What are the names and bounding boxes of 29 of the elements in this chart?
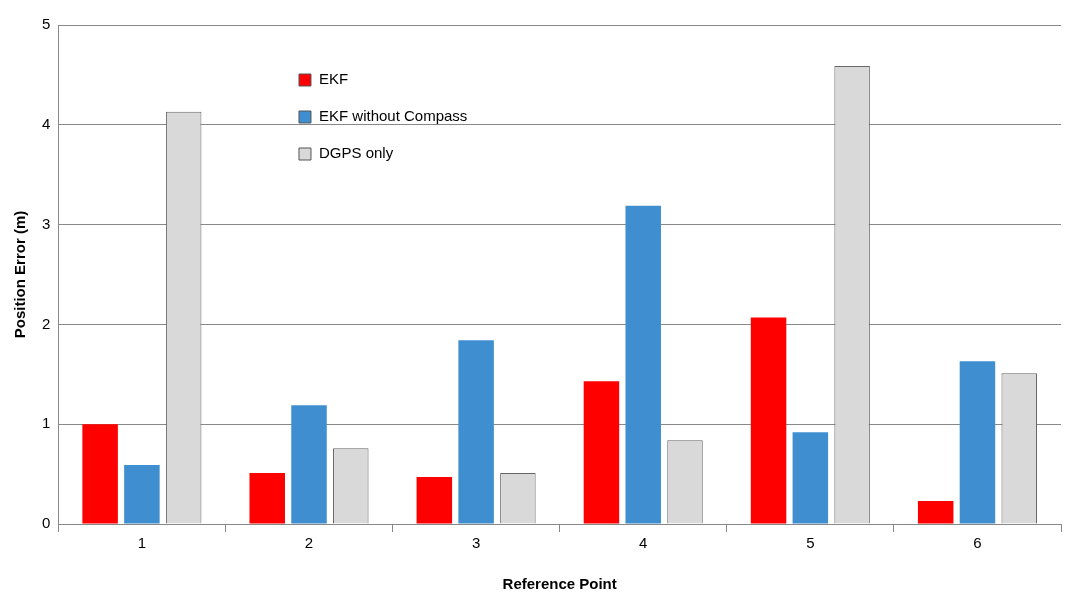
x-tick-label: 4 bbox=[639, 534, 648, 552]
y-tick-label: 2 bbox=[42, 314, 51, 332]
x-tick-label: 3 bbox=[471, 534, 481, 552]
bar bbox=[625, 205, 661, 524]
bar bbox=[917, 501, 954, 524]
x-tick-label: 1 bbox=[137, 534, 147, 552]
y-tick-label: 5 bbox=[42, 15, 51, 33]
bar bbox=[82, 424, 118, 524]
y-tick-label: 1 bbox=[42, 414, 51, 432]
y-tick-label: 4 bbox=[42, 114, 51, 132]
bar bbox=[291, 405, 327, 524]
bar bbox=[959, 361, 996, 524]
x-axis-title: Reference Point bbox=[502, 575, 617, 593]
y-tick-label: 3 bbox=[42, 214, 51, 232]
x-tick-label: 6 bbox=[973, 534, 982, 552]
bar bbox=[458, 340, 494, 524]
x-tick-label: 5 bbox=[806, 534, 815, 552]
bar bbox=[750, 317, 787, 524]
legend-label: DGPS only bbox=[318, 144, 394, 162]
bar bbox=[792, 432, 829, 524]
bar bbox=[416, 477, 453, 524]
y-axis-title: Position Error (m) bbox=[11, 210, 29, 339]
x-tick-label: 2 bbox=[304, 534, 314, 552]
bar bbox=[124, 465, 160, 524]
y-tick-label: 0 bbox=[42, 514, 51, 532]
bar bbox=[249, 473, 285, 524]
legend-label: EKF bbox=[318, 70, 349, 88]
bar bbox=[583, 381, 620, 524]
legend-label: EKF without Compass bbox=[318, 107, 468, 125]
